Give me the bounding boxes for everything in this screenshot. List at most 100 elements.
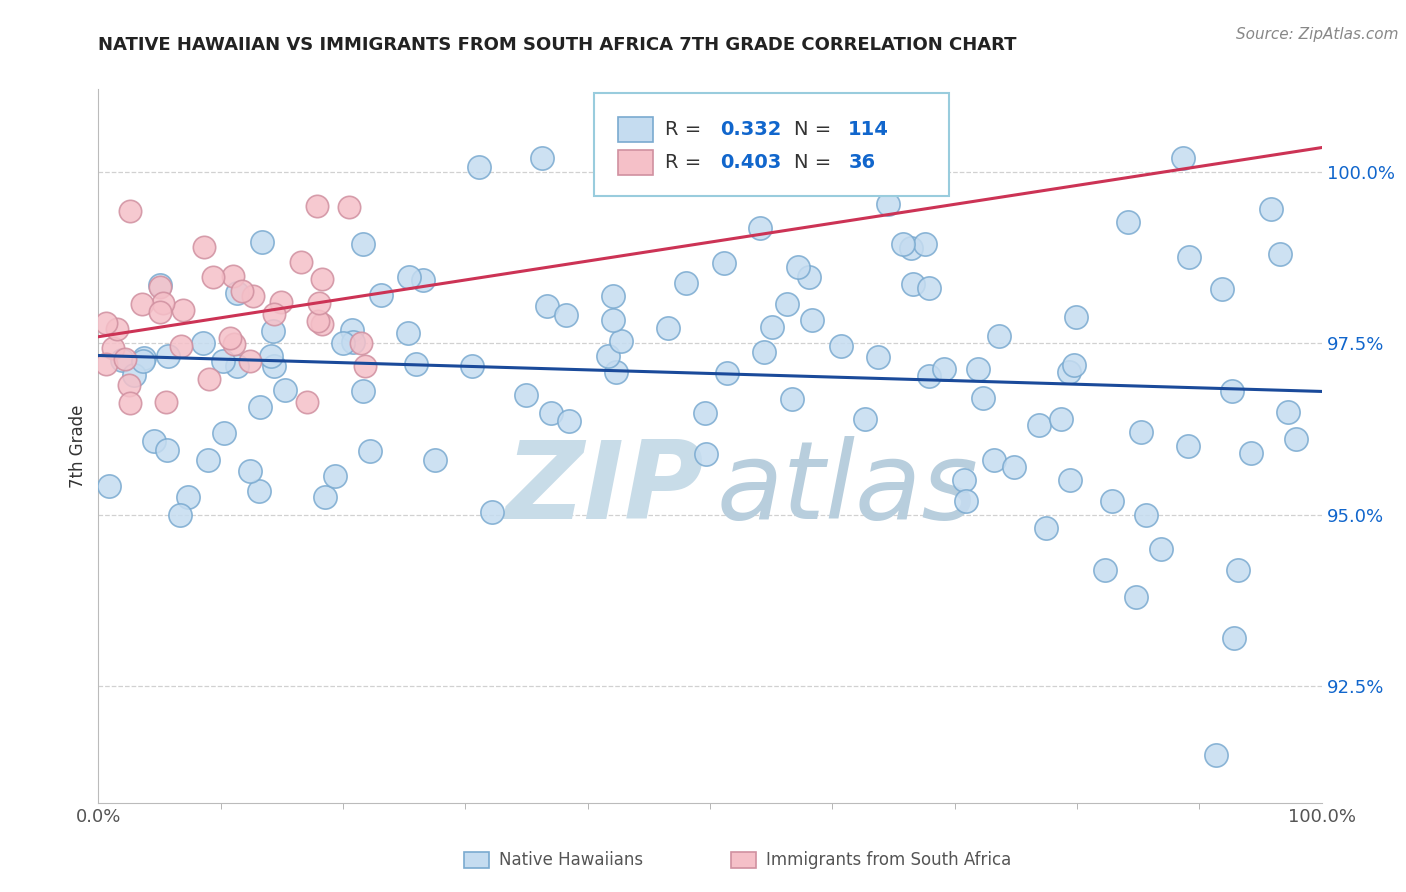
Point [96, 357, 118, 371]
Point [605, 365, 627, 379]
Point [972, 391, 994, 405]
Point [308, 296, 330, 310]
Point [342, 334, 364, 349]
Point [307, 314, 329, 328]
Point [716, 367, 738, 381]
Point [657, 321, 679, 335]
Point [613, 172, 636, 186]
Text: 36: 36 [848, 153, 876, 172]
Y-axis label: 7th Grade: 7th Grade [69, 404, 87, 488]
Point [152, 296, 174, 310]
Point [314, 490, 336, 504]
Point [786, 260, 808, 274]
Point [967, 361, 990, 376]
Point [1177, 250, 1199, 264]
Point [1270, 247, 1292, 261]
Point [242, 289, 264, 303]
Point [98, 479, 121, 493]
Point [412, 273, 434, 287]
Point [1240, 446, 1263, 460]
Point [780, 392, 803, 407]
Point [270, 294, 292, 309]
Point [761, 319, 783, 334]
Point [170, 339, 193, 353]
Point [118, 396, 141, 410]
Text: Source: ZipAtlas.com: Source: ZipAtlas.com [1236, 27, 1399, 42]
Point [405, 357, 427, 371]
Point [536, 299, 558, 313]
Point [311, 317, 333, 331]
Text: 0.403: 0.403 [720, 153, 782, 172]
Point [752, 345, 775, 359]
Point [332, 336, 354, 351]
Point [1223, 631, 1246, 645]
Point [193, 240, 215, 254]
Point [797, 270, 820, 285]
Point [311, 272, 333, 286]
Point [305, 199, 328, 213]
Point [155, 395, 177, 409]
Point [695, 447, 717, 461]
Text: Native Hawaiians: Native Hawaiians [499, 851, 644, 869]
Point [156, 442, 179, 457]
Text: R =: R = [665, 120, 707, 139]
Point [901, 277, 924, 291]
Point [101, 341, 124, 355]
Point [359, 444, 381, 458]
Point [1173, 151, 1195, 165]
Point [1205, 747, 1227, 762]
Point [132, 351, 155, 365]
Point [713, 256, 735, 270]
Point [132, 354, 155, 368]
Point [118, 203, 141, 218]
Point [1028, 418, 1050, 433]
Point [801, 313, 824, 327]
Point [149, 280, 172, 294]
Point [249, 401, 271, 415]
Point [1226, 562, 1249, 576]
Point [149, 278, 172, 293]
Point [176, 490, 198, 504]
Point [932, 361, 955, 376]
Point [250, 235, 273, 249]
Point [675, 276, 697, 290]
Point [105, 322, 128, 336]
Point [156, 349, 179, 363]
Point [131, 297, 153, 311]
Point [114, 352, 136, 367]
Text: 0.332: 0.332 [720, 120, 782, 139]
Point [396, 326, 419, 341]
Point [172, 303, 194, 318]
Point [1059, 473, 1081, 487]
Point [370, 288, 392, 302]
Point [149, 305, 172, 319]
Text: Immigrants from South Africa: Immigrants from South Africa [766, 851, 1011, 869]
Point [830, 339, 852, 353]
Point [222, 269, 245, 284]
Text: NATIVE HAWAIIAN VS IMMIGRANTS FROM SOUTH AFRICA 7TH GRADE CORRELATION CHART: NATIVE HAWAIIAN VS IMMIGRANTS FROM SOUTH… [98, 36, 1017, 54]
Point [955, 494, 977, 508]
Point [239, 354, 262, 368]
Point [602, 289, 624, 303]
Point [1277, 405, 1299, 419]
Point [353, 237, 375, 252]
Point [749, 221, 772, 235]
Text: N =: N = [794, 153, 838, 172]
Point [461, 359, 484, 373]
Point [290, 255, 312, 269]
Point [749, 161, 772, 176]
Point [231, 285, 253, 299]
Point [340, 322, 363, 336]
Point [558, 414, 581, 428]
Point [142, 434, 165, 448]
Point [1220, 384, 1243, 398]
Point [918, 368, 941, 383]
Point [1125, 590, 1147, 604]
Text: 114: 114 [848, 120, 889, 139]
Point [853, 412, 876, 426]
Point [1063, 358, 1085, 372]
Point [274, 383, 297, 397]
Point [263, 324, 285, 338]
Point [598, 349, 620, 363]
Point [602, 313, 624, 327]
